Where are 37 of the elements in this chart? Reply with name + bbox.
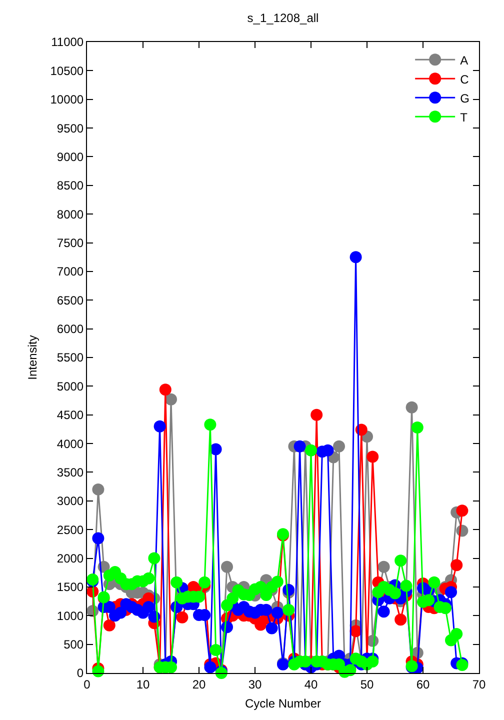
y-tick-label: 4500	[56, 408, 84, 422]
x-axis-title: Cycle Number	[244, 696, 322, 710]
x-tick-label: 40	[304, 677, 318, 692]
y-tick-label: 1500	[56, 580, 84, 594]
y-tick-label: 10000	[50, 92, 84, 107]
x-tick-label: 50	[360, 677, 374, 692]
y-tick-label: 5500	[56, 350, 84, 365]
y-tick-label: 8000	[56, 207, 84, 222]
y-tick-label: 9000	[56, 150, 84, 164]
legend-label: G	[460, 91, 470, 106]
y-tick-label: 2000	[56, 551, 84, 566]
y-tick-label: 4000	[56, 436, 84, 451]
chart-title: s_1_1208_all	[247, 11, 319, 26]
x-tick-label: 30	[248, 677, 262, 692]
y-tick-label: 7500	[56, 236, 84, 250]
y-tick-label: 1000	[56, 608, 84, 623]
x-tick-label: 10	[136, 677, 150, 692]
y-tick-label: 0	[76, 666, 84, 680]
legend-label: C	[460, 72, 470, 86]
x-tick-label: 20	[192, 677, 206, 692]
x-tick-label: 70	[472, 677, 486, 692]
y-tick-label: 9500	[56, 121, 84, 136]
y-tick-label: 2500	[56, 522, 84, 537]
y-tick-label: 5000	[56, 379, 84, 394]
y-tick-label: 8500	[56, 178, 84, 193]
y-tick-label: 7000	[56, 264, 84, 279]
y-tick-label: 6000	[56, 322, 84, 336]
y-axis-title: Intensity	[26, 335, 40, 380]
y-tick-label: 6500	[56, 293, 84, 308]
legend-label: T	[460, 110, 468, 124]
y-tick-label: 500	[64, 638, 84, 652]
y-tick-label: 3000	[56, 494, 84, 508]
y-tick-label: 3500	[56, 465, 84, 480]
legend-label: A	[460, 53, 468, 68]
y-tick-label: 10500	[50, 64, 84, 78]
y-tick-label: 11000	[51, 35, 84, 50]
x-tick-label: 60	[416, 677, 430, 692]
